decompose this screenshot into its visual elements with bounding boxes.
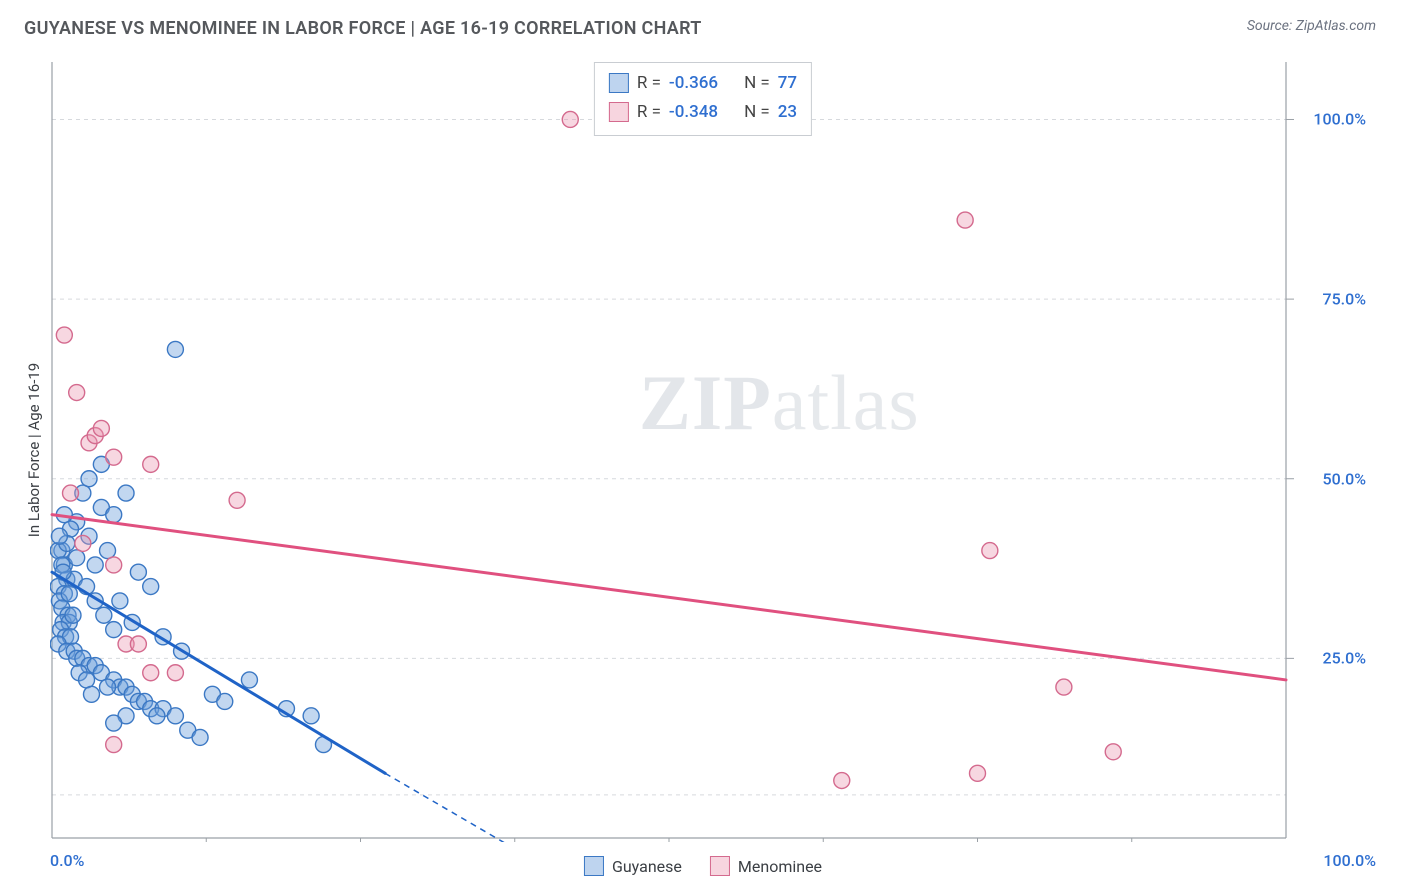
r-label: R = <box>637 69 661 98</box>
n-value: 77 <box>778 69 797 98</box>
y-tick-label: 25.0% <box>1322 649 1366 668</box>
series-legend: Guyanese Menominee <box>584 856 822 876</box>
source-label: Source: ZipAtlas.com <box>1247 18 1376 34</box>
stats-row: R = -0.348 N = 23 <box>609 98 797 127</box>
n-value: 23 <box>778 98 797 127</box>
legend-swatch <box>609 102 629 122</box>
y-tick-label: 100.0% <box>1313 110 1366 129</box>
chart-title: GUYANESE VS MENOMINEE IN LABOR FORCE | A… <box>24 18 702 39</box>
legend-swatch <box>584 856 604 876</box>
plot-area: In Labor Force | Age 16-19 ZIPatlas <box>50 58 1376 842</box>
y-tick-label: 75.0% <box>1322 290 1366 309</box>
x-tick-min: 0.0% <box>50 851 84 870</box>
r-value: -0.366 <box>669 69 718 98</box>
y-tick-label: 50.0% <box>1322 469 1366 488</box>
r-label: R = <box>637 98 661 127</box>
y-axis-label: In Labor Force | Age 16-19 <box>25 363 43 537</box>
legend-label: Menominee <box>738 857 822 876</box>
legend-swatch <box>710 856 730 876</box>
stats-legend: R = -0.366 N = 77 R = -0.348 N = 23 <box>594 62 812 136</box>
legend-item: Guyanese <box>584 856 682 876</box>
n-label: N = <box>744 69 770 98</box>
legend-item: Menominee <box>710 856 822 876</box>
r-value: -0.348 <box>669 98 718 127</box>
x-tick-max: 100.0% <box>1323 851 1376 870</box>
n-label: N = <box>744 98 770 127</box>
legend-swatch <box>609 73 629 93</box>
scatter-svg <box>50 58 1376 842</box>
legend-label: Guyanese <box>612 857 682 876</box>
stats-row: R = -0.366 N = 77 <box>609 69 797 98</box>
